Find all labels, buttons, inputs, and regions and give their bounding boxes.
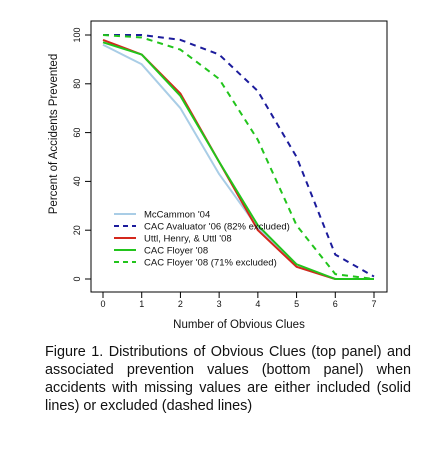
series-line [102, 41, 374, 280]
series-line [102, 34, 375, 280]
x-tick-label: 2 [178, 299, 183, 309]
plot-frame [90, 20, 388, 293]
y-tick-label: 100 [72, 27, 82, 42]
y-tick-label: 60 [72, 128, 82, 138]
y-tick-label: 80 [72, 79, 82, 89]
x-tick-label: 5 [294, 299, 299, 309]
x-tick-label: 1 [139, 299, 144, 309]
y-tick-label: 0 [72, 276, 82, 281]
figure-caption: Figure 1. Distributions of Obvious Clues… [45, 344, 411, 414]
x-tick-label: 7 [371, 299, 376, 309]
y-tick-label: 20 [72, 225, 82, 235]
x-tick-label: 3 [217, 299, 222, 309]
y-axis: 0 20 40 60 80 100 [72, 27, 91, 282]
legend-label: McCammon '04 [144, 210, 210, 221]
legend-label: Uttl, Henry, & Uttl '08 [144, 234, 232, 245]
x-axis: 0 1 2 3 4 5 6 7 [100, 292, 377, 309]
legend-label: CAC Floyer '08 (71% excluded) [144, 258, 277, 269]
x-tick-label: 0 [100, 299, 105, 309]
x-tick-label: 6 [333, 299, 338, 309]
y-tick-label: 40 [72, 176, 82, 186]
y-axis-label: Percent of Accidents Prevented [48, 54, 60, 214]
x-tick-label: 4 [255, 299, 260, 309]
series-layer [102, 34, 375, 280]
series-line [103, 34, 375, 278]
x-axis-label: Number of Obvious Clues [173, 319, 305, 331]
legend-label: CAC Floyer '08 [144, 246, 208, 257]
legend-label: CAC Avaluator '06 (82% excluded) [144, 222, 290, 233]
